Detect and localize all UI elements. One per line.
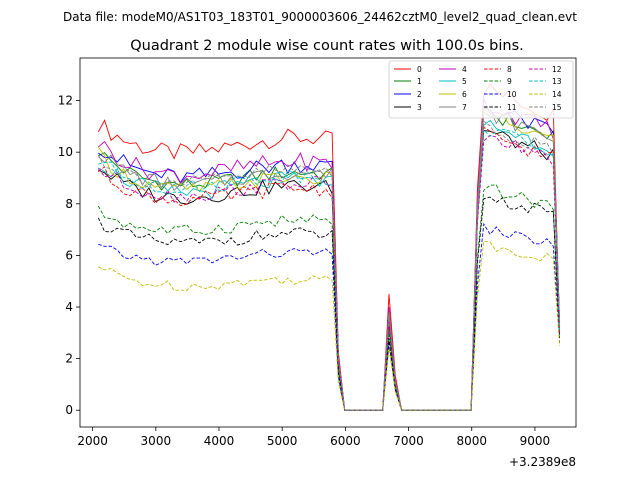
x-tick-label: 6000: [330, 434, 361, 448]
series-line-9: [97, 184, 561, 411]
y-tick-label: 6: [65, 248, 73, 262]
series-line-13: [98, 128, 561, 411]
series-line-12: [97, 134, 561, 411]
series-line-15: [97, 120, 561, 411]
series-line-1: [98, 111, 561, 411]
legend-label-6: 6: [462, 90, 467, 99]
legend-label-2: 2: [417, 90, 422, 99]
legend-box: [388, 60, 574, 119]
series-layer: [97, 83, 561, 411]
plot-frame: [79, 57, 577, 428]
x-offset-label: +3.2389e8: [509, 455, 576, 469]
x-tick-label: 8000: [456, 434, 487, 448]
y-tick-label: 0: [65, 403, 73, 417]
y-tick-label: 10: [58, 145, 73, 159]
y-tick-label: 2: [65, 352, 73, 366]
legend-label-13: 13: [552, 77, 562, 86]
x-tick-label: 4000: [204, 434, 235, 448]
x-tick-label: 2000: [77, 434, 108, 448]
chart-suptitle: Data file: modeM0/AS1T03_183T01_90000036…: [63, 10, 577, 24]
x-axis: 2000 3000 4000 5000 6000 7000 8000 9000: [77, 427, 550, 448]
series-line-6: [97, 108, 561, 411]
legend-label-10: 10: [507, 90, 517, 99]
x-tick-label: 9000: [520, 434, 551, 448]
legend-label-5: 5: [462, 77, 467, 86]
series-line-4: [98, 98, 561, 411]
legend-label-8: 8: [507, 65, 512, 74]
series-line-14: [98, 240, 561, 411]
chart-title: Quadrant 2 module wise count rates with …: [130, 38, 524, 54]
x-tick-label: 5000: [267, 434, 298, 448]
y-tick-label: 8: [65, 197, 73, 211]
series-line-7: [97, 106, 561, 411]
legend-label-4: 4: [462, 65, 467, 74]
legend-label-14: 14: [552, 90, 562, 99]
y-tick-label: 12: [58, 94, 73, 108]
legend-label-12: 12: [552, 65, 562, 74]
legend-label-15: 15: [552, 103, 562, 112]
legend-label-11: 11: [507, 103, 517, 112]
series-line-10: [98, 222, 561, 411]
series-line-2: [98, 107, 561, 411]
legend-label-0: 0: [417, 65, 422, 74]
legend-label-3: 3: [417, 103, 422, 112]
legend-label-9: 9: [507, 77, 512, 86]
y-tick-label: 4: [65, 300, 73, 314]
x-tick-label: 3000: [141, 434, 172, 448]
x-tick-label: 7000: [393, 434, 424, 448]
series-line-0: [97, 83, 561, 411]
series-line-11: [97, 196, 561, 411]
legend-label-7: 7: [462, 103, 467, 112]
y-axis: 0 2 4 6 8 10 12: [58, 94, 80, 417]
legend-label-1: 1: [417, 77, 422, 86]
